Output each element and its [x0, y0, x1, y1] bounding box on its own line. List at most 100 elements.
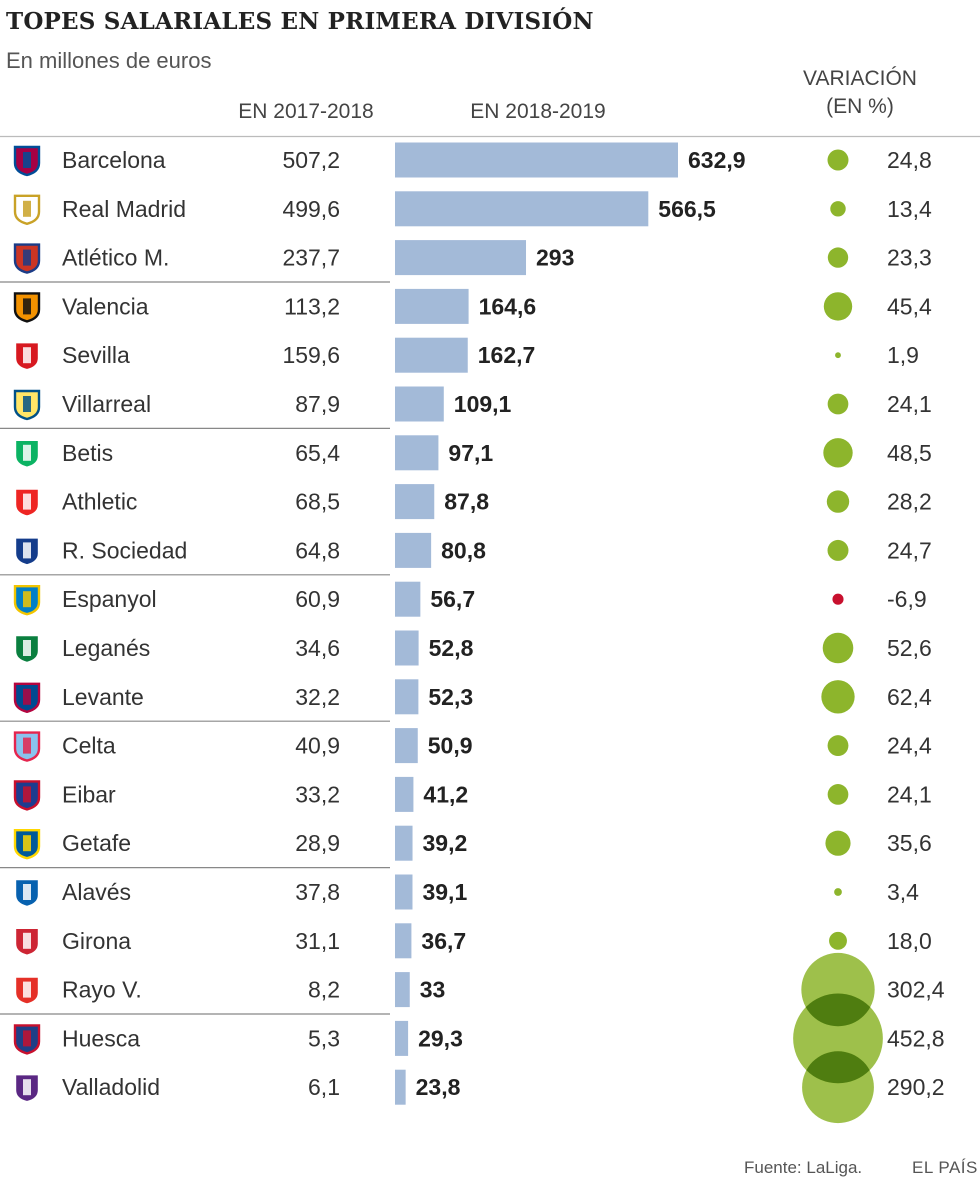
bar-value-label: 632,9	[688, 147, 746, 173]
bar-value-label: 56,7	[430, 586, 475, 612]
value-2017-2018: 34,6	[295, 635, 340, 661]
bar-value-label: 566,5	[658, 196, 716, 222]
source-note: Fuente: LaLiga.	[744, 1158, 863, 1177]
column-header-2017-2018: EN 2017-2018	[238, 100, 374, 123]
team-name: Sevilla	[62, 342, 130, 368]
bar-value-label: 52,3	[428, 684, 473, 710]
bar-value-label: 39,2	[423, 830, 468, 856]
variation-value: 62,4	[887, 684, 932, 710]
athletic-crest-icon-stripe	[23, 493, 31, 510]
variation-bubble	[827, 735, 849, 757]
bar-2018-2019	[395, 288, 469, 324]
variation-bubble	[827, 247, 849, 268]
atletico-crest-icon-stripe	[23, 249, 31, 266]
bars	[395, 142, 678, 1105]
variation-value: -6,9	[887, 586, 927, 612]
bar-value-label: 52,8	[429, 635, 474, 661]
bar-2018-2019	[395, 1069, 406, 1105]
variation-value: 452,8	[887, 1025, 945, 1051]
bubble-overlap	[801, 993, 875, 1027]
bar-2018-2019	[395, 776, 414, 812]
betis-crest-icon	[13, 438, 41, 470]
bar-value-label: 80,8	[441, 537, 486, 563]
value-2017-2018: 8,2	[308, 977, 340, 1003]
bar-2018-2019	[395, 923, 412, 959]
team-name: Barcelona	[62, 147, 166, 173]
value-2017-2018: 507,2	[282, 147, 340, 173]
espanyol-crest-icon	[13, 585, 41, 616]
alaves-crest-icon-stripe	[23, 884, 31, 900]
barcelona-crest-icon-stripe	[23, 152, 31, 168]
value-2017-2018: 237,7	[282, 245, 340, 271]
team-name: Eibar	[62, 781, 116, 807]
variation-value: 302,4	[887, 977, 945, 1003]
girona-crest-icon	[13, 926, 41, 958]
bar-value-label: 293	[536, 245, 574, 271]
variation-bubble	[823, 438, 853, 468]
bar-2018-2019	[395, 825, 413, 861]
girona-crest-icon-stripe	[23, 932, 31, 949]
bar-2018-2019	[395, 728, 418, 764]
value-2017-2018: 65,4	[295, 440, 340, 466]
value-2017-2018: 31,1	[295, 928, 340, 954]
column-header-variation-line1: VARIACIÓN	[803, 67, 917, 90]
team-name: Rayo V.	[62, 977, 142, 1003]
barcelona-crest-icon	[13, 145, 41, 177]
bar-2018-2019	[395, 191, 649, 227]
team-name: Real Madrid	[62, 196, 186, 222]
eibar-crest-icon-stripe	[23, 786, 31, 803]
variation-value: 24,1	[887, 391, 932, 417]
real-madrid-crest-icon-stripe	[23, 200, 31, 217]
bar-value-label: 162,7	[478, 342, 536, 368]
variation-value: 290,2	[887, 1074, 945, 1100]
real-sociedad-crest-icon	[13, 536, 41, 567]
team-name: Betis	[62, 440, 113, 466]
variation-value: 24,1	[887, 781, 932, 807]
bar-value-label: 97,1	[448, 440, 493, 466]
bar-value-label: 50,9	[428, 733, 473, 759]
column-header-2018-2019: EN 2018-2019	[470, 100, 606, 123]
sevilla-crest-icon	[13, 341, 41, 372]
bar-value-label: 87,8	[444, 489, 489, 515]
variation-bubble	[827, 539, 849, 561]
column-header-variation-line2: (EN %)	[826, 95, 894, 118]
alaves-crest-icon	[13, 877, 41, 909]
athletic-crest-icon	[13, 487, 41, 518]
huesca-crest-icon-stripe	[23, 1030, 31, 1047]
betis-crest-icon-stripe	[23, 444, 31, 461]
bar-value-label: 41,2	[423, 781, 468, 807]
villarreal-crest-icon	[13, 389, 41, 421]
value-2017-2018: 6,1	[308, 1074, 340, 1100]
team-name: Villarreal	[62, 391, 151, 417]
team-name: Athletic	[62, 489, 137, 515]
celta-crest-icon-stripe	[23, 737, 31, 754]
value-2017-2018: 87,9	[295, 391, 340, 417]
leganes-crest-icon-stripe	[23, 640, 31, 656]
value-2017-2018: 28,9	[295, 830, 340, 856]
variation-value: 24,7	[887, 537, 932, 563]
variation-bubble	[834, 888, 842, 896]
team-name: Celta	[62, 733, 116, 759]
rayo-crest-icon-stripe	[23, 981, 31, 998]
value-2017-2018: 68,5	[295, 489, 340, 515]
team-name: R. Sociedad	[62, 537, 187, 563]
variation-bubble	[830, 201, 846, 217]
variation-bubble	[832, 593, 844, 605]
variation-bubble	[835, 352, 841, 359]
celta-crest-icon	[13, 731, 41, 762]
bar-value-label: 33	[420, 977, 446, 1003]
atletico-crest-icon	[13, 243, 41, 274]
bar-value-label: 109,1	[454, 391, 512, 417]
variation-value: 13,4	[887, 196, 932, 222]
variation-value: 52,6	[887, 635, 932, 661]
valladolid-crest-icon	[13, 1072, 41, 1104]
team-name: Valencia	[62, 293, 149, 319]
bar-2018-2019	[395, 679, 419, 715]
variation-bubble	[826, 490, 850, 513]
bar-2018-2019	[395, 435, 439, 471]
bubble-overlap	[802, 1051, 874, 1084]
bar-value-label: 36,7	[421, 928, 466, 954]
value-2017-2018: 5,3	[308, 1025, 340, 1051]
getafe-crest-icon-stripe	[23, 835, 31, 852]
